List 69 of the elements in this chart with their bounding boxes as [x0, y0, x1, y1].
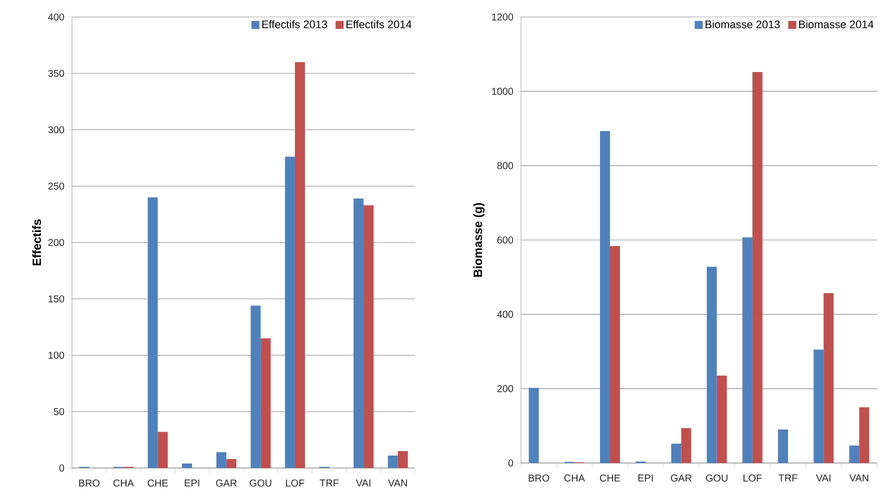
bar: [859, 407, 870, 463]
legend-label: Effectifs 2013: [262, 20, 328, 28]
bar: [671, 444, 682, 463]
bar: [681, 428, 692, 463]
x-tick-label: EPI: [638, 474, 653, 482]
y-tick-label: 1200: [492, 13, 514, 21]
x-tick-label: VAI: [356, 480, 370, 486]
y-tick-label: 250: [48, 182, 64, 190]
y-axis-title: Effectifs: [32, 219, 42, 266]
bar: [742, 237, 752, 463]
x-tick-label: CHA: [113, 480, 134, 487]
y-tick-label: 0: [59, 464, 64, 472]
x-tick-label: TRF: [320, 480, 339, 486]
bar: [600, 131, 610, 463]
x-tick-label: GOU: [250, 480, 272, 487]
bar: [528, 388, 539, 463]
bar: [226, 458, 236, 468]
bar: [294, 62, 305, 468]
x-tick-label: BRO: [528, 474, 550, 482]
legend-label: Biomasse 2014: [799, 20, 874, 28]
y-axis-title: Biomasse (g): [473, 203, 484, 277]
y-tick-label: 50: [54, 408, 64, 416]
bar: [398, 451, 408, 468]
bar: [158, 432, 168, 468]
y-tick-label: 150: [48, 295, 64, 302]
bar: [354, 198, 364, 468]
y-tick-label: 200: [48, 238, 64, 246]
y-tick-label: 400: [48, 13, 64, 21]
x-tick-label: BRO: [79, 480, 100, 487]
bar: [388, 456, 398, 468]
bar: [814, 350, 824, 463]
x-tick-label: GOU: [706, 474, 728, 482]
bar: [148, 197, 158, 468]
legend-label: Effectifs 2014: [346, 20, 412, 28]
x-tick-label: CHA: [564, 474, 585, 482]
bar: [716, 376, 727, 463]
y-tick-label: 1000: [492, 88, 514, 95]
y-tick-label: 800: [497, 162, 514, 170]
bar: [216, 452, 226, 468]
bar: [824, 293, 834, 463]
bar: [182, 463, 192, 468]
x-tick-label: EPI: [184, 480, 200, 486]
legend-label: Biomasse 2013: [706, 20, 780, 28]
bar: [849, 446, 860, 463]
y-tick-label: 400: [497, 310, 514, 318]
bar: [706, 266, 717, 463]
bar: [752, 72, 762, 463]
y-tick-label: 200: [497, 385, 514, 392]
y-tick-label: 0: [508, 459, 514, 467]
x-tick-label: GAR: [216, 480, 237, 487]
x-tick-label: VAN: [388, 480, 407, 486]
bar: [610, 246, 620, 463]
x-tick-label: TRF: [778, 474, 798, 482]
x-tick-label: VAN: [849, 474, 868, 482]
bar: [250, 306, 261, 468]
x-tick-label: LOF: [744, 474, 762, 482]
y-tick-label: 300: [48, 126, 64, 134]
bar: [260, 338, 271, 468]
y-tick-label: 350: [48, 70, 64, 77]
y-tick-label: 600: [497, 236, 514, 244]
bar: [364, 205, 374, 468]
bar: [778, 430, 788, 463]
bar: [284, 156, 295, 468]
x-tick-label: GAR: [670, 474, 692, 482]
x-tick-label: LOF: [286, 480, 304, 487]
x-tick-label: CHE: [600, 474, 620, 482]
y-tick-label: 100: [48, 352, 64, 359]
x-tick-label: VAI: [816, 474, 830, 482]
x-tick-label: CHE: [148, 480, 168, 487]
